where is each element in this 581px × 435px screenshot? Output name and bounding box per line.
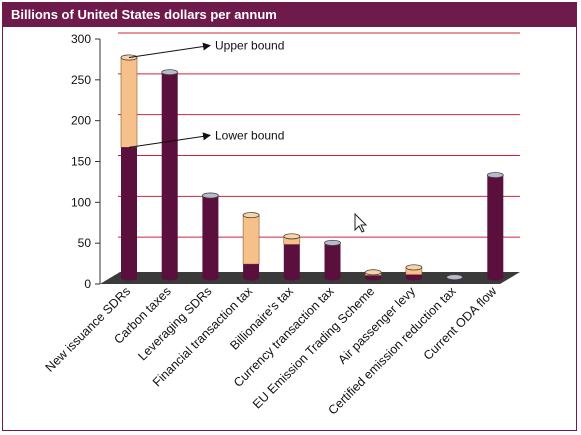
- bar-base: [243, 275, 260, 281]
- y-tick-label: 200: [71, 114, 91, 128]
- bar-lower-segment: [161, 72, 178, 278]
- y-tick-label: 0: [84, 277, 91, 291]
- bar-base: [324, 275, 341, 281]
- bar-upper-segment: [120, 57, 138, 148]
- bar-top-cap: [405, 264, 423, 271]
- y-tick-label: 250: [71, 73, 91, 87]
- y-tick-label: 50: [78, 236, 92, 250]
- bar-top-cap: [486, 172, 504, 179]
- bar-base: [487, 275, 504, 281]
- bar-top-cap: [283, 233, 301, 240]
- annotation-arrow: [128, 42, 211, 58]
- bar-top-cap: [242, 212, 260, 219]
- bar-lower-segment: [283, 244, 300, 278]
- y-axis: 0 50 100 150 200 250 300: [71, 32, 100, 291]
- y-tick-label: 150: [71, 155, 91, 169]
- bar-base: [405, 275, 422, 281]
- annotation-label: Upper bound: [215, 39, 284, 53]
- bar-lower-segment: [324, 242, 341, 278]
- bar-base: [161, 275, 178, 281]
- bar-top-cap: [201, 192, 219, 199]
- bar-lower-segment: [202, 195, 219, 278]
- grid-layer: [99, 32, 520, 284]
- annotation-arrow: [128, 132, 211, 148]
- bar-upper-segment: [242, 214, 260, 265]
- x-category-label: Leveraging SDRs: [135, 284, 214, 363]
- x-category-label: Current ODA flow: [421, 284, 500, 363]
- mouse-cursor-icon: [354, 212, 368, 233]
- bar-lower-segment: [121, 147, 137, 278]
- bar-top-cap: [324, 239, 341, 246]
- bar-top-cap: [364, 269, 382, 276]
- bar-base: [365, 275, 382, 281]
- annotations: Upper bound Lower bound: [128, 39, 284, 148]
- y-tick-label: 100: [71, 195, 91, 209]
- x-category-label: Air passenger levy: [335, 284, 418, 367]
- bars-layer: [120, 54, 504, 281]
- y-tick-label: 300: [71, 32, 91, 46]
- annotation-label: Lower bound: [215, 128, 284, 142]
- bar-lower-segment: [243, 264, 260, 278]
- bar-top-cap: [161, 69, 179, 76]
- bar-lower-segment: [487, 175, 504, 278]
- bar-base: [283, 275, 300, 281]
- bar-base: [121, 275, 137, 281]
- chart-title: Billions of United States dollars per an…: [3, 3, 576, 27]
- bar-base: [202, 275, 219, 281]
- bar-top-cap: [446, 274, 464, 281]
